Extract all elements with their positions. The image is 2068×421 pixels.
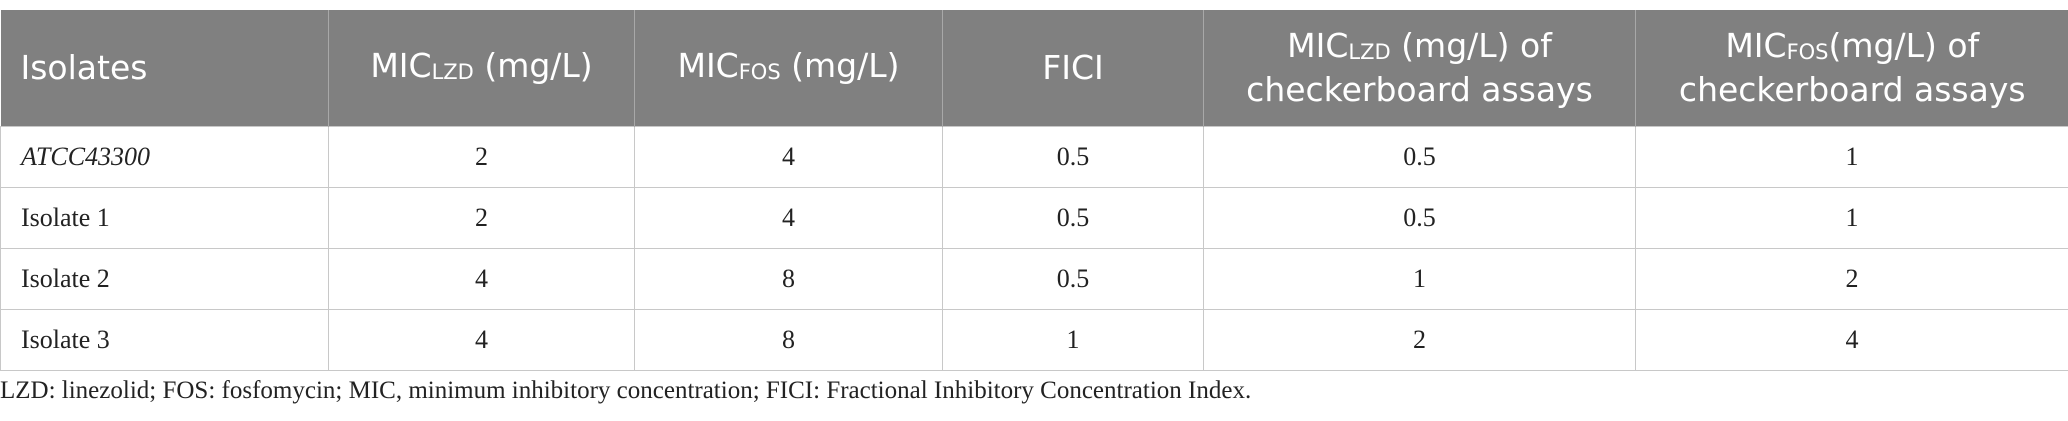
table-cell: 2 [1203,308,1636,371]
table-cell: 8 [634,308,943,371]
header-subscript: FOS [738,59,781,84]
table-cell: 0.5 [942,186,1204,249]
table-cell: 1 [1635,186,2068,249]
header-text: MIC [370,45,432,85]
table-cell: 0.5 [1203,186,1636,249]
table-cell: 0.5 [942,247,1204,310]
table-row: Isolate 2 4 8 0.5 1 2 [0,247,2068,310]
header-text: FICI [1042,47,1104,87]
header-text: (mg/L) [780,45,900,85]
table-cell: 2 [328,125,635,188]
table-cell: 1 [942,308,1204,371]
header-text: MIC [1725,25,1787,65]
footnote: LZD: linezolid; FOS: fosfomycin; MIC, mi… [0,377,1252,404]
table-row: ATCC43300 2 4 0.5 0.5 1 [0,125,2068,188]
data-table: Isolates MICLZD (mg/L) MICFOS (mg/L) FICI MI… [0,10,2068,371]
table-cell: 1 [1203,247,1636,310]
table-cell: 4 [634,125,943,188]
header-text: MIC [1287,25,1349,65]
table-cell: 2 [1635,247,2068,310]
table-cell: 4 [328,247,635,310]
header-cell: MICLZD (mg/L) [328,10,635,126]
table-cell: ATCC43300 [0,125,329,188]
table-body: ATCC43300 2 4 0.5 0.5 1 Isolate 1 2 4 0.5 0.5 1 Isol… [0,125,2068,371]
header-text: (mg/L) of checkerboard assays [1678,25,2026,109]
table-cell: 8 [634,247,943,310]
header-subscript: LZD [431,59,474,84]
header-cell: MICLZD (mg/L) of checkerboard assays [1203,10,1636,126]
header-text: Isolates [20,47,148,87]
table-cell: Isolate 3 [0,308,329,371]
header-cell: FICI [942,10,1204,126]
header-text: (mg/L) [473,45,593,85]
header-subscript: LZD [1348,39,1391,64]
header-cell: Isolates [0,10,329,126]
table-cell: 4 [328,308,635,371]
table-row: Isolate 1 2 4 0.5 0.5 1 [0,186,2068,249]
header-cell: MICFOS(mg/L) of checkerboard assays [1635,10,2068,126]
header-row: Isolates MICLZD (mg/L) MICFOS (mg/L) FICI MI… [0,10,2068,126]
table-cell: Isolate 1 [0,186,329,249]
header-text: (mg/L) of checkerboard assays [1246,25,1593,109]
header-subscript: FOS [1786,39,1829,64]
table-cell: 0.5 [942,125,1204,188]
table-cell: 4 [1635,308,2068,371]
table-cell: 4 [634,186,943,249]
header-cell: MICFOS (mg/L) [634,10,943,126]
table-cell: 1 [1635,125,2068,188]
table-cell: 0.5 [1203,125,1636,188]
table-cell: Isolate 2 [0,247,329,310]
table-cell: 2 [328,186,635,249]
header-text: MIC [677,45,739,85]
